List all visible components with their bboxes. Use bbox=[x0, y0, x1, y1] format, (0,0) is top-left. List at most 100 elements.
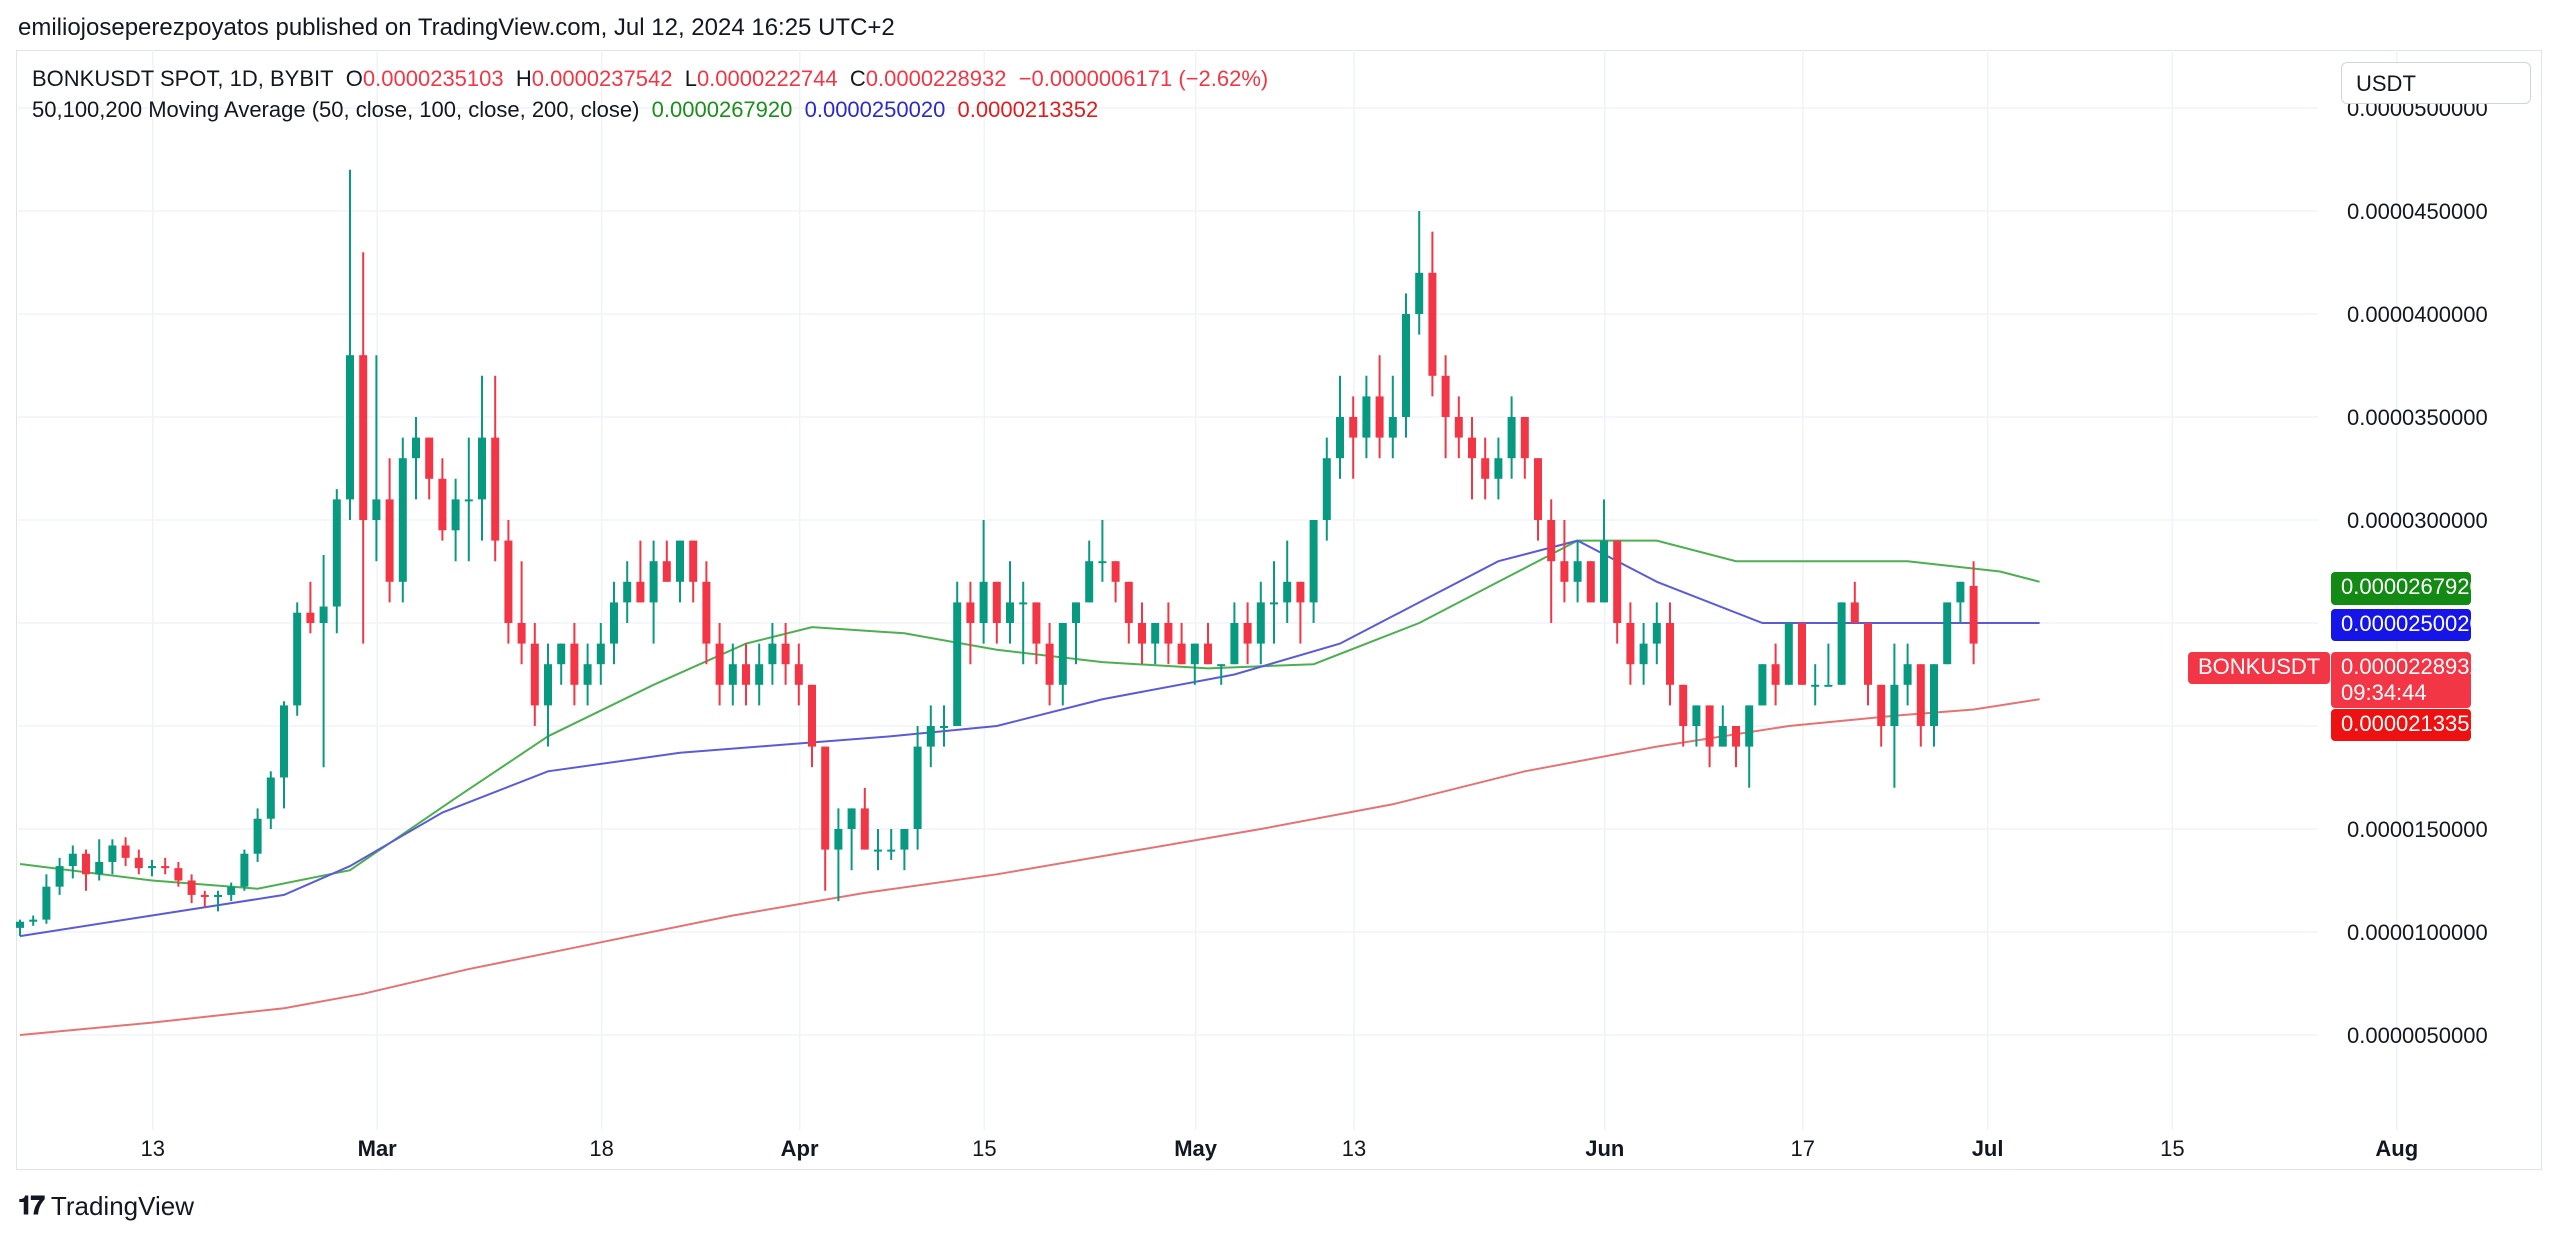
candle-body bbox=[1006, 602, 1014, 623]
close-value: 0.0000228932 bbox=[865, 66, 1007, 91]
candle-body bbox=[1824, 684, 1833, 687]
candle-body bbox=[478, 437, 486, 500]
candle-body bbox=[1164, 623, 1173, 644]
candle-body bbox=[913, 746, 922, 829]
change-value: −0.0000006171 (−2.62%) bbox=[1018, 66, 1269, 91]
candle-body bbox=[1204, 643, 1212, 665]
candle-body bbox=[1402, 314, 1410, 417]
candle-body bbox=[134, 857, 143, 869]
candle-body bbox=[781, 643, 790, 665]
ma50-line bbox=[19, 539, 2040, 890]
tradingview-brand[interactable]: 𝟏𝟕 TradingView bbox=[18, 1190, 194, 1222]
candle-body bbox=[1349, 417, 1358, 438]
candle-body bbox=[662, 561, 671, 582]
candle-body bbox=[1151, 623, 1160, 644]
ma100-line bbox=[19, 539, 2040, 938]
candle-body bbox=[95, 861, 104, 875]
candle-body bbox=[702, 581, 711, 644]
candle-body bbox=[966, 602, 975, 623]
last-price-tag: 0.0000228932 bbox=[2331, 652, 2482, 682]
time-axis: 13 Mar 18 Apr 15 May 13 Jun 17 Jul 15 Aug bbox=[141, 1136, 2419, 1161]
candle-body bbox=[926, 726, 935, 747]
symbol-label[interactable]: BONKUSDT SPOT, 1D, BYBIT bbox=[32, 66, 334, 91]
time-axis-label: 17 bbox=[1791, 1136, 1815, 1161]
close-label: C bbox=[849, 66, 866, 91]
candle-body bbox=[847, 808, 856, 829]
candle-body bbox=[1745, 705, 1754, 747]
candle-body bbox=[953, 602, 962, 726]
candle-body bbox=[544, 664, 552, 706]
candle-body bbox=[121, 845, 130, 858]
candle-body bbox=[1811, 684, 1820, 687]
candle-body bbox=[1956, 581, 1965, 603]
time-axis-label: 15 bbox=[2160, 1136, 2184, 1161]
candle-body bbox=[715, 643, 724, 685]
candle-body bbox=[253, 818, 262, 854]
price-axis-label: 0.0000100000 bbox=[2347, 920, 2488, 945]
candle-body bbox=[689, 540, 698, 582]
ma100-price-tag: 0.0000250020 bbox=[2331, 609, 2482, 641]
candle-body bbox=[1626, 623, 1635, 665]
candle-body bbox=[1573, 561, 1582, 582]
candle-body bbox=[240, 853, 249, 887]
candle-body bbox=[1270, 602, 1278, 605]
time-axis-label: 13 bbox=[141, 1136, 165, 1161]
candle-body bbox=[940, 726, 948, 728]
candle-body bbox=[992, 581, 1001, 623]
time-axis-label: Aug bbox=[2375, 1136, 2418, 1161]
candle-body bbox=[596, 643, 605, 665]
candle-body bbox=[68, 853, 77, 867]
chart-frame bbox=[16, 50, 2542, 1170]
candle-body bbox=[1428, 272, 1437, 376]
candle-body bbox=[1652, 623, 1661, 644]
candle-body bbox=[412, 437, 420, 459]
price-axis-label: 0.0000400000 bbox=[2347, 302, 2488, 327]
candle-body bbox=[293, 612, 302, 706]
candle-body bbox=[570, 643, 579, 685]
ohlc-legend: BONKUSDT SPOT, 1D, BYBIT O0.0000235103 H… bbox=[32, 66, 1268, 92]
candle-body bbox=[1190, 643, 1199, 665]
candle-body bbox=[517, 623, 526, 644]
candle-body bbox=[1177, 643, 1186, 665]
open-label: O bbox=[345, 66, 363, 91]
time-axis-label: 18 bbox=[589, 1136, 613, 1161]
time-axis-label: Jun bbox=[1585, 1136, 1624, 1161]
ma200-price-tag: 0.0000213352 bbox=[2331, 709, 2482, 741]
time-axis-label: Apr bbox=[781, 1136, 819, 1161]
candle-body bbox=[1098, 561, 1107, 564]
price-axis-label: 0.0000150000 bbox=[2347, 817, 2488, 842]
time-axis-label: 15 bbox=[972, 1136, 996, 1161]
ma-legend[interactable]: 50,100,200 Moving Average (50, close, 10… bbox=[32, 97, 1098, 123]
candle-body bbox=[504, 540, 513, 623]
candle-body bbox=[1639, 643, 1648, 665]
candle-body bbox=[359, 355, 368, 520]
candle-body bbox=[398, 458, 407, 582]
brand-name: TradingView bbox=[50, 1190, 194, 1221]
candle-body bbox=[794, 664, 803, 685]
candle-body bbox=[319, 606, 328, 623]
candle-body bbox=[385, 499, 394, 582]
ma-indicator-label: 50,100,200 Moving Average (50, close, 10… bbox=[32, 97, 640, 122]
candle-body bbox=[1243, 623, 1252, 644]
candle-body bbox=[1732, 726, 1740, 747]
candle-body bbox=[55, 866, 64, 887]
candle-body bbox=[1138, 623, 1146, 644]
time-axis-label: 13 bbox=[1342, 1136, 1366, 1161]
candle-body bbox=[860, 808, 869, 850]
candle-body bbox=[887, 849, 896, 852]
candle-body bbox=[1388, 417, 1397, 438]
bar-countdown-tag: 09:34:44 bbox=[2331, 680, 2471, 708]
candle-body bbox=[1969, 585, 1978, 644]
currency-selector[interactable]: USDT bbox=[2341, 62, 2531, 104]
candle-body bbox=[610, 602, 618, 644]
candle-body bbox=[1600, 540, 1608, 603]
candle-body bbox=[200, 894, 209, 897]
candle-body bbox=[491, 437, 500, 541]
candle-body bbox=[1692, 705, 1701, 726]
candle-body bbox=[1850, 602, 1859, 623]
candle-body bbox=[1758, 664, 1767, 706]
candle-body bbox=[1217, 664, 1226, 667]
candle-body bbox=[425, 437, 434, 479]
candle-body bbox=[1613, 540, 1622, 623]
